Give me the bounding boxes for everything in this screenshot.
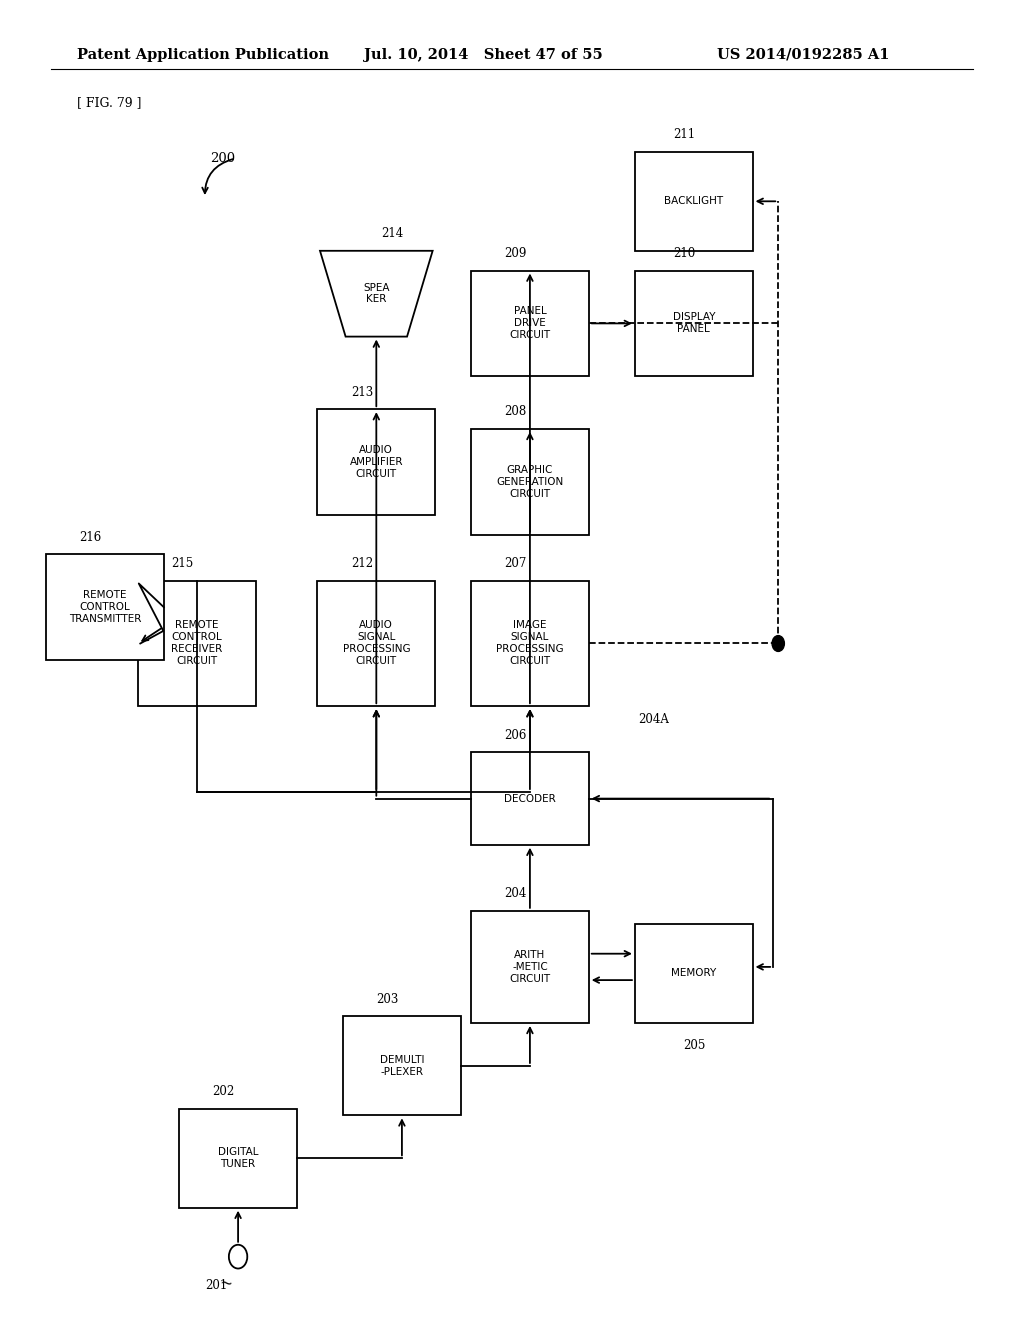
Bar	[46, 554, 164, 660]
Text: AUDIO
SIGNAL
PROCESSING
CIRCUIT: AUDIO SIGNAL PROCESSING CIRCUIT	[342, 620, 411, 667]
Bar	[317, 409, 435, 515]
Text: ARITH
-METIC
CIRCUIT: ARITH -METIC CIRCUIT	[509, 950, 551, 983]
Text: DECODER: DECODER	[504, 793, 556, 804]
Circle shape	[772, 635, 784, 651]
Text: Patent Application Publication: Patent Application Publication	[77, 48, 329, 62]
Text: DEMULTI
-PLEXER: DEMULTI -PLEXER	[380, 1055, 424, 1077]
Text: DISPLAY
PANEL: DISPLAY PANEL	[673, 313, 715, 334]
Text: PANEL
DRIVE
CIRCUIT: PANEL DRIVE CIRCUIT	[509, 306, 551, 341]
Bar	[471, 752, 589, 845]
Bar	[635, 271, 753, 376]
Text: MEMORY: MEMORY	[671, 969, 717, 978]
Text: REMOTE
CONTROL
RECEIVER
CIRCUIT: REMOTE CONTROL RECEIVER CIRCUIT	[171, 620, 223, 667]
Text: 216: 216	[80, 531, 101, 544]
Text: 214: 214	[381, 227, 403, 240]
Text: 208: 208	[505, 405, 526, 418]
Bar	[471, 271, 589, 376]
Text: 206: 206	[505, 729, 526, 742]
Text: REMOTE
CONTROL
TRANSMITTER: REMOTE CONTROL TRANSMITTER	[69, 590, 141, 624]
Bar	[635, 152, 753, 251]
Bar	[635, 924, 753, 1023]
Text: 204: 204	[505, 887, 526, 900]
Text: Jul. 10, 2014   Sheet 47 of 55: Jul. 10, 2014 Sheet 47 of 55	[364, 48, 602, 62]
Text: US 2014/0192285 A1: US 2014/0192285 A1	[717, 48, 889, 62]
Text: AUDIO
AMPLIFIER
CIRCUIT: AUDIO AMPLIFIER CIRCUIT	[349, 445, 403, 479]
Text: IMAGE
SIGNAL
PROCESSING
CIRCUIT: IMAGE SIGNAL PROCESSING CIRCUIT	[496, 620, 564, 667]
Bar	[471, 429, 589, 535]
Text: DIGITAL
TUNER: DIGITAL TUNER	[218, 1147, 258, 1170]
Text: 205: 205	[684, 1039, 706, 1052]
Text: 210: 210	[674, 247, 695, 260]
Text: 200: 200	[210, 152, 236, 165]
Text: 204A: 204A	[638, 713, 669, 726]
Text: 211: 211	[674, 128, 695, 141]
Bar	[343, 1016, 461, 1115]
Bar	[179, 1109, 297, 1208]
Text: [ FIG. 79 ]: [ FIG. 79 ]	[77, 96, 141, 110]
Bar	[471, 581, 589, 706]
Text: 207: 207	[505, 557, 526, 570]
Text: GRAPHIC
GENERATION
CIRCUIT: GRAPHIC GENERATION CIRCUIT	[497, 465, 563, 499]
Text: 215: 215	[172, 557, 194, 570]
Text: 212: 212	[350, 557, 373, 570]
Bar	[471, 911, 589, 1023]
Text: 201: 201	[206, 1279, 227, 1292]
Text: SPEA
KER: SPEA KER	[364, 282, 389, 305]
Text: ~: ~	[218, 1275, 233, 1292]
Text: 213: 213	[350, 385, 373, 399]
Text: 209: 209	[505, 247, 526, 260]
Text: 203: 203	[377, 993, 398, 1006]
Bar	[138, 581, 256, 706]
Text: BACKLIGHT: BACKLIGHT	[665, 197, 723, 206]
Bar	[317, 581, 435, 706]
Text: 202: 202	[213, 1085, 234, 1098]
